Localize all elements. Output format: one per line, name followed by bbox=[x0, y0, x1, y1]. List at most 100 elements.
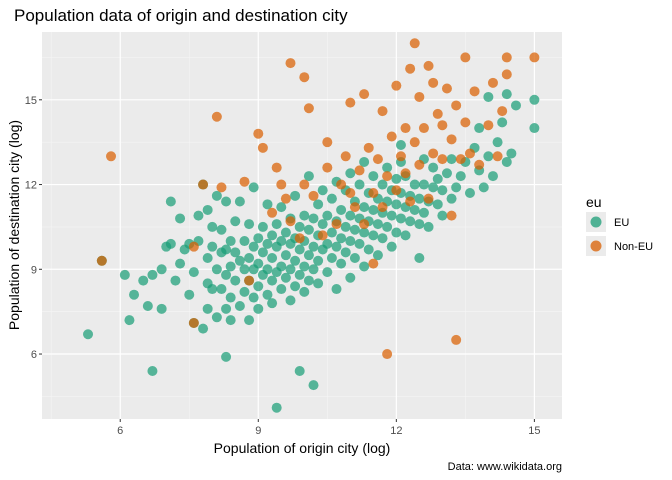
data-point bbox=[299, 286, 310, 297]
data-point bbox=[400, 230, 411, 241]
data-point bbox=[221, 351, 232, 362]
data-point bbox=[225, 236, 236, 247]
data-point bbox=[211, 111, 222, 122]
legend-title: eu bbox=[586, 194, 602, 210]
data-point bbox=[409, 204, 420, 215]
data-point bbox=[276, 179, 287, 190]
x-tick-label: 12 bbox=[390, 425, 402, 437]
data-point bbox=[464, 188, 475, 199]
data-point bbox=[340, 221, 351, 232]
data-points bbox=[83, 38, 540, 413]
data-point bbox=[262, 264, 273, 275]
data-point bbox=[391, 173, 402, 184]
data-point bbox=[501, 52, 512, 63]
data-point bbox=[418, 123, 429, 134]
data-point bbox=[322, 162, 333, 173]
y-tick-label: 12 bbox=[25, 180, 37, 192]
data-point bbox=[262, 199, 273, 210]
data-point bbox=[308, 213, 319, 224]
data-point bbox=[501, 156, 512, 167]
data-point bbox=[239, 264, 250, 275]
data-point bbox=[280, 272, 291, 283]
data-point bbox=[331, 241, 342, 252]
data-point bbox=[253, 281, 264, 292]
data-point bbox=[308, 241, 319, 252]
data-point bbox=[202, 252, 213, 263]
data-point bbox=[280, 227, 291, 238]
data-point bbox=[308, 380, 319, 391]
data-point bbox=[299, 261, 310, 272]
data-point bbox=[216, 284, 227, 295]
data-point bbox=[225, 292, 236, 303]
data-point bbox=[368, 171, 379, 182]
data-point bbox=[313, 255, 324, 266]
data-point bbox=[487, 171, 498, 182]
y-axis-ticks: 6 9 12 15 bbox=[25, 95, 42, 361]
data-point bbox=[285, 216, 296, 227]
x-tick-label: 6 bbox=[117, 425, 123, 437]
data-point bbox=[331, 219, 342, 230]
data-point bbox=[359, 261, 370, 272]
y-tick-label: 15 bbox=[25, 95, 37, 107]
data-point bbox=[239, 176, 250, 187]
data-point bbox=[483, 120, 494, 131]
data-point bbox=[386, 210, 397, 221]
data-point bbox=[257, 142, 268, 153]
data-point bbox=[239, 236, 250, 247]
data-point bbox=[188, 317, 199, 328]
data-point bbox=[239, 286, 250, 297]
data-point bbox=[372, 154, 383, 165]
data-point bbox=[303, 250, 314, 261]
data-point bbox=[345, 272, 356, 283]
data-point bbox=[257, 221, 268, 232]
data-point bbox=[345, 236, 356, 247]
data-point bbox=[303, 171, 314, 182]
data-point bbox=[207, 241, 218, 252]
data-point bbox=[386, 241, 397, 252]
data-point bbox=[423, 193, 434, 204]
data-point bbox=[336, 258, 347, 269]
data-point bbox=[391, 199, 402, 210]
data-point bbox=[294, 221, 305, 232]
data-point bbox=[285, 264, 296, 275]
data-point bbox=[225, 261, 236, 272]
data-point bbox=[382, 221, 393, 232]
data-point bbox=[372, 219, 383, 230]
data-point bbox=[290, 281, 301, 292]
data-point bbox=[391, 80, 402, 91]
data-point bbox=[285, 295, 296, 306]
data-point bbox=[248, 241, 259, 252]
data-point bbox=[267, 252, 278, 263]
data-point bbox=[234, 255, 245, 266]
data-point bbox=[382, 349, 393, 360]
data-point bbox=[455, 154, 466, 165]
data-point bbox=[322, 210, 333, 221]
data-point bbox=[451, 100, 462, 111]
data-point bbox=[336, 204, 347, 215]
data-point bbox=[106, 151, 117, 162]
data-point bbox=[377, 106, 388, 117]
data-point bbox=[409, 137, 420, 148]
data-point bbox=[248, 182, 259, 193]
data-point bbox=[382, 162, 393, 173]
data-point bbox=[147, 365, 158, 376]
data-point bbox=[432, 173, 443, 184]
data-point bbox=[464, 148, 475, 159]
caption: Data: www.wikidata.org bbox=[448, 461, 562, 473]
data-point bbox=[207, 221, 218, 232]
data-point bbox=[253, 258, 264, 269]
data-point bbox=[354, 179, 365, 190]
data-point bbox=[262, 289, 273, 300]
data-point bbox=[221, 269, 232, 280]
data-point bbox=[216, 224, 227, 235]
data-point bbox=[349, 252, 360, 263]
data-point bbox=[428, 162, 439, 173]
data-point bbox=[497, 117, 508, 128]
data-point bbox=[446, 193, 457, 204]
data-point bbox=[156, 303, 167, 314]
data-point bbox=[409, 179, 420, 190]
data-point bbox=[253, 303, 264, 314]
data-point bbox=[234, 196, 245, 207]
data-point bbox=[188, 241, 199, 252]
data-point bbox=[405, 196, 416, 207]
